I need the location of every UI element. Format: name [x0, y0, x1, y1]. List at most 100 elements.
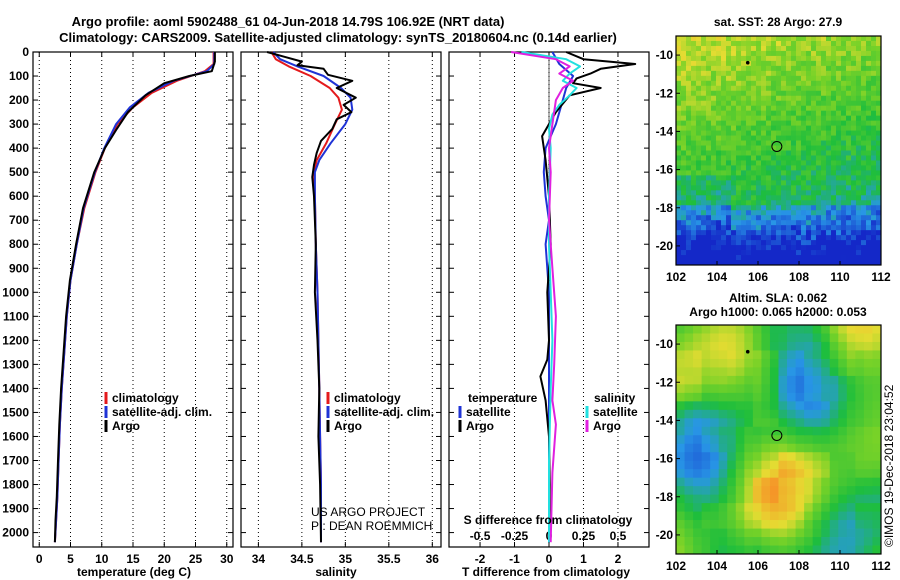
- heatmap-cell: [736, 140, 742, 146]
- heatmap-cell: [751, 135, 757, 141]
- heatmap-cell: [727, 452, 737, 462]
- heatmap-cell: [786, 135, 792, 141]
- heatmap-cell: [726, 45, 732, 52]
- heatmap-cell: [716, 240, 722, 246]
- heatmap-cell: [795, 460, 805, 470]
- heatmap-cell: [806, 80, 812, 87]
- heatmap-cell: [691, 60, 697, 67]
- heatmap-cell: [851, 200, 857, 206]
- heatmap-cell: [781, 245, 787, 251]
- x-tick-label: 0: [546, 552, 553, 566]
- heatmap-cell: [716, 235, 722, 241]
- heatmap-cell: [795, 452, 805, 462]
- heatmap-cell: [855, 545, 865, 555]
- heatmap-cell: [736, 165, 742, 171]
- heatmap-cell: [756, 115, 762, 122]
- heatmap-cell: [751, 155, 757, 161]
- heatmap-cell: [736, 185, 742, 191]
- heatmap-cell: [735, 520, 745, 529]
- heatmap-cell: [836, 245, 842, 251]
- heatmap-cell: [871, 60, 877, 67]
- heatmap-cell: [872, 469, 882, 479]
- heatmap-cell: [771, 65, 777, 72]
- heatmap-cell: [801, 190, 807, 196]
- heatmap-cell: [681, 195, 687, 201]
- heatmap-cell: [710, 401, 720, 411]
- heatmap-cell: [691, 205, 697, 211]
- heatmap-cell: [796, 215, 802, 221]
- heatmap-cell: [696, 225, 702, 231]
- heatmap-cell: [735, 358, 745, 368]
- heatmap-cell: [855, 409, 865, 419]
- heatmap-cell: [731, 185, 737, 191]
- heatmap-cell: [686, 170, 692, 176]
- heatmap-cell: [741, 100, 747, 107]
- salinity-legend: climatology satellite-adj. clim. Argo: [326, 391, 434, 433]
- heatmap-cell: [871, 65, 877, 72]
- heatmap-cell: [778, 503, 788, 512]
- heatmap-cell: [727, 511, 737, 521]
- heatmap-cell: [856, 170, 862, 176]
- heatmap-cell: [863, 367, 873, 377]
- heatmap-cell: [718, 477, 728, 487]
- heatmap-cell: [861, 185, 867, 191]
- heatmap-cell: [841, 180, 847, 186]
- heatmap-cell: [863, 375, 873, 385]
- heatmap-cell: [761, 503, 771, 512]
- heatmap-cell: [795, 350, 805, 360]
- heatmap-cell: [726, 145, 732, 151]
- heatmap-cell: [841, 115, 847, 122]
- heatmap-cell: [684, 486, 694, 496]
- heatmap-cell: [691, 215, 697, 221]
- heatmap-cell: [735, 537, 745, 546]
- heatmap-cell: [795, 325, 805, 334]
- heatmap-cell: [726, 170, 732, 176]
- heatmap-cell: [866, 125, 872, 131]
- heatmap-cell: [693, 418, 703, 428]
- heatmap-cell: [861, 235, 867, 241]
- heatmap-cell: [838, 333, 848, 343]
- heatmap-cell: [741, 160, 747, 166]
- heatmap-cell: [766, 160, 772, 166]
- heatmap-cell: [816, 195, 822, 201]
- heatmap-cell: [855, 392, 865, 402]
- heatmap-cell: [826, 225, 832, 231]
- heatmap-cell: [736, 120, 742, 127]
- heatmap-cell: [826, 185, 832, 191]
- heatmap-cell: [812, 528, 822, 538]
- heatmap-cell: [771, 45, 777, 52]
- heatmap-cell: [676, 426, 685, 436]
- heatmap-cell: [701, 155, 707, 161]
- heatmap-cell: [812, 409, 822, 419]
- heatmap-cell: [801, 165, 807, 171]
- heatmap-cell: [706, 145, 712, 151]
- heatmap-cell: [735, 486, 745, 496]
- heatmap-cell: [801, 260, 807, 266]
- heatmap-cell: [676, 45, 682, 52]
- heatmap-cell: [721, 105, 727, 112]
- heatmap-cell: [796, 115, 802, 122]
- heatmap-cell: [746, 205, 752, 211]
- heatmap-cell: [795, 341, 805, 351]
- heatmap-cell: [716, 50, 722, 57]
- heatmap-cell: [846, 255, 852, 261]
- heatmap-cell: [701, 333, 711, 343]
- heatmap-cell: [731, 135, 737, 141]
- heatmap-cell: [821, 240, 827, 246]
- heatmap-cell: [796, 90, 802, 97]
- heatmap-cell: [781, 200, 787, 206]
- heatmap-cell: [726, 220, 732, 226]
- heatmap-cell: [831, 180, 837, 186]
- heatmap-cell: [718, 503, 728, 512]
- heatmap-cell: [829, 452, 839, 462]
- heatmap-cell: [838, 384, 848, 394]
- heatmap-cell: [856, 190, 862, 196]
- heatmap-cell: [856, 115, 862, 122]
- heatmap-cell: [771, 155, 777, 161]
- heatmap-cell: [769, 477, 779, 487]
- heatmap-cell: [741, 70, 747, 77]
- heatmap-cell: [821, 120, 827, 127]
- heatmap-cell: [776, 240, 782, 246]
- heatmap-cell: [821, 358, 831, 368]
- heatmap-cell: [684, 426, 694, 436]
